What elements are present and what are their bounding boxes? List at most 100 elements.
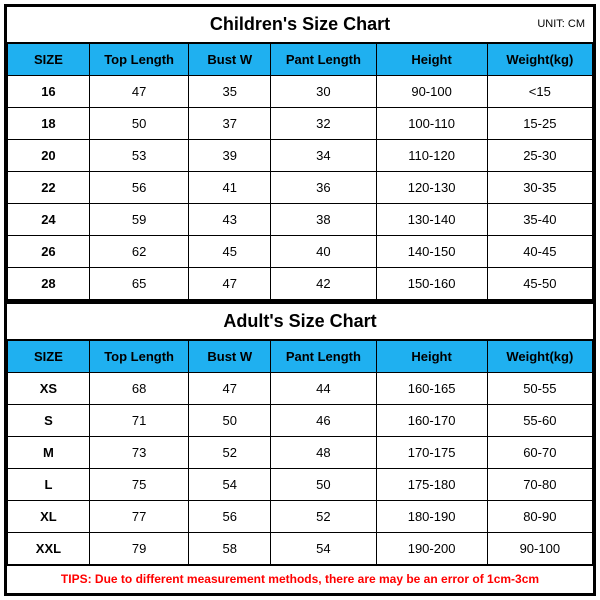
table-cell: 39	[189, 139, 271, 171]
table-cell: 50	[189, 404, 271, 436]
column-header: Top Length	[89, 43, 188, 75]
table-cell: 68	[89, 372, 188, 404]
table-cell: 120-130	[376, 171, 487, 203]
table-cell: 65	[89, 267, 188, 299]
table-cell: 75	[89, 468, 188, 500]
table-cell: 16	[8, 75, 90, 107]
table-cell: 170-175	[376, 436, 487, 468]
table-row: M735248170-17560-70	[8, 436, 593, 468]
table-cell: <15	[487, 75, 592, 107]
table-cell: 22	[8, 171, 90, 203]
table-row: 24594338130-14035-40	[8, 203, 593, 235]
adult-title-row: Adult's Size Chart	[7, 304, 593, 340]
table-row: XXL795854190-20090-100	[8, 532, 593, 564]
table-cell: 30	[271, 75, 376, 107]
table-cell: 70-80	[487, 468, 592, 500]
children-size-table: SIZETop LengthBust WPant LengthHeightWei…	[7, 43, 593, 300]
table-cell: 42	[271, 267, 376, 299]
table-cell: 190-200	[376, 532, 487, 564]
table-cell: XS	[8, 372, 90, 404]
table-cell: S	[8, 404, 90, 436]
table-cell: L	[8, 468, 90, 500]
table-cell: XXL	[8, 532, 90, 564]
table-cell: 150-160	[376, 267, 487, 299]
table-cell: 50-55	[487, 372, 592, 404]
table-cell: 160-170	[376, 404, 487, 436]
column-header: Bust W	[189, 340, 271, 372]
column-header: Height	[376, 43, 487, 75]
table-cell: 47	[189, 372, 271, 404]
children-title: Children's Size Chart	[210, 14, 390, 35]
table-cell: 18	[8, 107, 90, 139]
table-row: XS684744160-16550-55	[8, 372, 593, 404]
table-cell: 35	[189, 75, 271, 107]
table-cell: 62	[89, 235, 188, 267]
table-cell: 50	[271, 468, 376, 500]
table-cell: 46	[271, 404, 376, 436]
table-cell: 32	[271, 107, 376, 139]
column-header: SIZE	[8, 43, 90, 75]
table-cell: 130-140	[376, 203, 487, 235]
size-chart-container: Children's Size Chart UNIT: CM SIZETop L…	[4, 4, 596, 596]
unit-label: UNIT: CM	[537, 18, 585, 30]
column-header: Weight(kg)	[487, 43, 592, 75]
table-row: S715046160-17055-60	[8, 404, 593, 436]
table-cell: 24	[8, 203, 90, 235]
table-cell: 77	[89, 500, 188, 532]
table-cell: 175-180	[376, 468, 487, 500]
table-row: 22564136120-13030-35	[8, 171, 593, 203]
table-cell: 160-165	[376, 372, 487, 404]
table-cell: 60-70	[487, 436, 592, 468]
table-cell: XL	[8, 500, 90, 532]
table-cell: 34	[271, 139, 376, 171]
table-cell: 180-190	[376, 500, 487, 532]
table-cell: 15-25	[487, 107, 592, 139]
table-cell: 40-45	[487, 235, 592, 267]
table-cell: 73	[89, 436, 188, 468]
table-cell: 43	[189, 203, 271, 235]
table-cell: 20	[8, 139, 90, 171]
table-cell: 41	[189, 171, 271, 203]
tips-text: TIPS: Due to different measurement metho…	[61, 572, 539, 586]
table-cell: 90-100	[376, 75, 487, 107]
table-cell: 54	[271, 532, 376, 564]
table-cell: 79	[89, 532, 188, 564]
tips-row: TIPS: Due to different measurement metho…	[7, 565, 593, 593]
table-cell: 47	[89, 75, 188, 107]
table-row: 18503732100-11015-25	[8, 107, 593, 139]
table-cell: 30-35	[487, 171, 592, 203]
table-cell: 52	[271, 500, 376, 532]
table-cell: 48	[271, 436, 376, 468]
table-cell: 40	[271, 235, 376, 267]
table-cell: 37	[189, 107, 271, 139]
column-header: Weight(kg)	[487, 340, 592, 372]
table-cell: 80-90	[487, 500, 592, 532]
table-cell: 45	[189, 235, 271, 267]
column-header: Top Length	[89, 340, 188, 372]
table-row: XL775652180-19080-90	[8, 500, 593, 532]
table-row: L755450175-18070-80	[8, 468, 593, 500]
table-cell: 71	[89, 404, 188, 436]
table-cell: 36	[271, 171, 376, 203]
children-title-row: Children's Size Chart UNIT: CM	[7, 7, 593, 43]
column-header: Pant Length	[271, 340, 376, 372]
table-row: 20533934110-12025-30	[8, 139, 593, 171]
adult-size-table: SIZETop LengthBust WPant LengthHeightWei…	[7, 340, 593, 565]
table-cell: 50	[89, 107, 188, 139]
column-header: Bust W	[189, 43, 271, 75]
column-header: Pant Length	[271, 43, 376, 75]
table-cell: 56	[89, 171, 188, 203]
table-row: 26624540140-15040-45	[8, 235, 593, 267]
table-cell: 28	[8, 267, 90, 299]
table-cell: 47	[189, 267, 271, 299]
table-cell: 53	[89, 139, 188, 171]
table-cell: M	[8, 436, 90, 468]
table-cell: 58	[189, 532, 271, 564]
column-header: SIZE	[8, 340, 90, 372]
table-cell: 35-40	[487, 203, 592, 235]
table-cell: 55-60	[487, 404, 592, 436]
table-cell: 45-50	[487, 267, 592, 299]
table-cell: 52	[189, 436, 271, 468]
table-row: 28654742150-16045-50	[8, 267, 593, 299]
table-cell: 26	[8, 235, 90, 267]
